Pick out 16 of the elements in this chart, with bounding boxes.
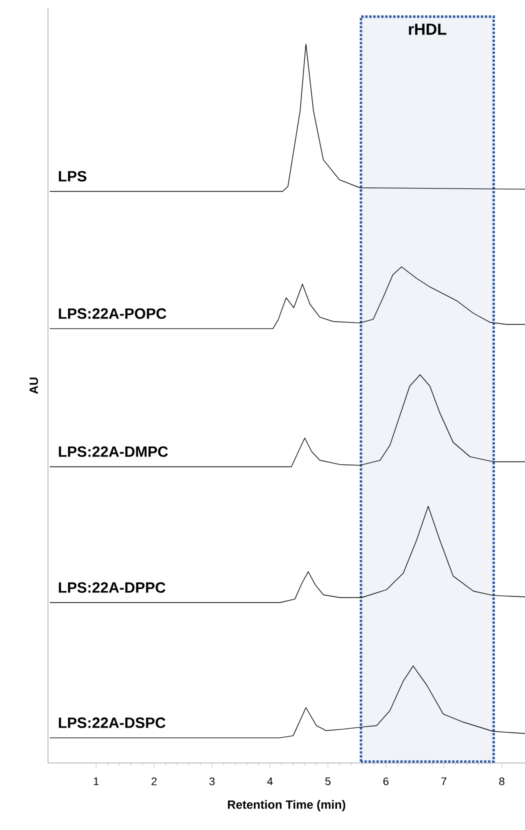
x-tick-label: 8 — [499, 777, 504, 786]
series-label: LPS:22A-DMPC — [58, 446, 168, 457]
x-tick-label: 3 — [209, 777, 215, 786]
series-label: LPS — [58, 170, 86, 182]
series-label: LPS:22A-POPC — [58, 308, 166, 319]
x-tick-label: 4 — [267, 777, 273, 786]
series-label: LPS:22A-DPPC — [58, 582, 166, 593]
x-tick-label: 7 — [441, 777, 446, 786]
x-tick-label: 6 — [383, 777, 388, 786]
x-axis-title: Retention Time (min) — [228, 800, 346, 812]
x-tick-label: 2 — [152, 777, 157, 786]
x-tick-label: 5 — [325, 777, 331, 786]
y-axis-title: AU — [30, 378, 38, 394]
series-label: LPS:22A-DSPC — [58, 717, 166, 728]
x-tick-label: 1 — [94, 777, 99, 786]
band-label: rHDL — [408, 24, 446, 35]
